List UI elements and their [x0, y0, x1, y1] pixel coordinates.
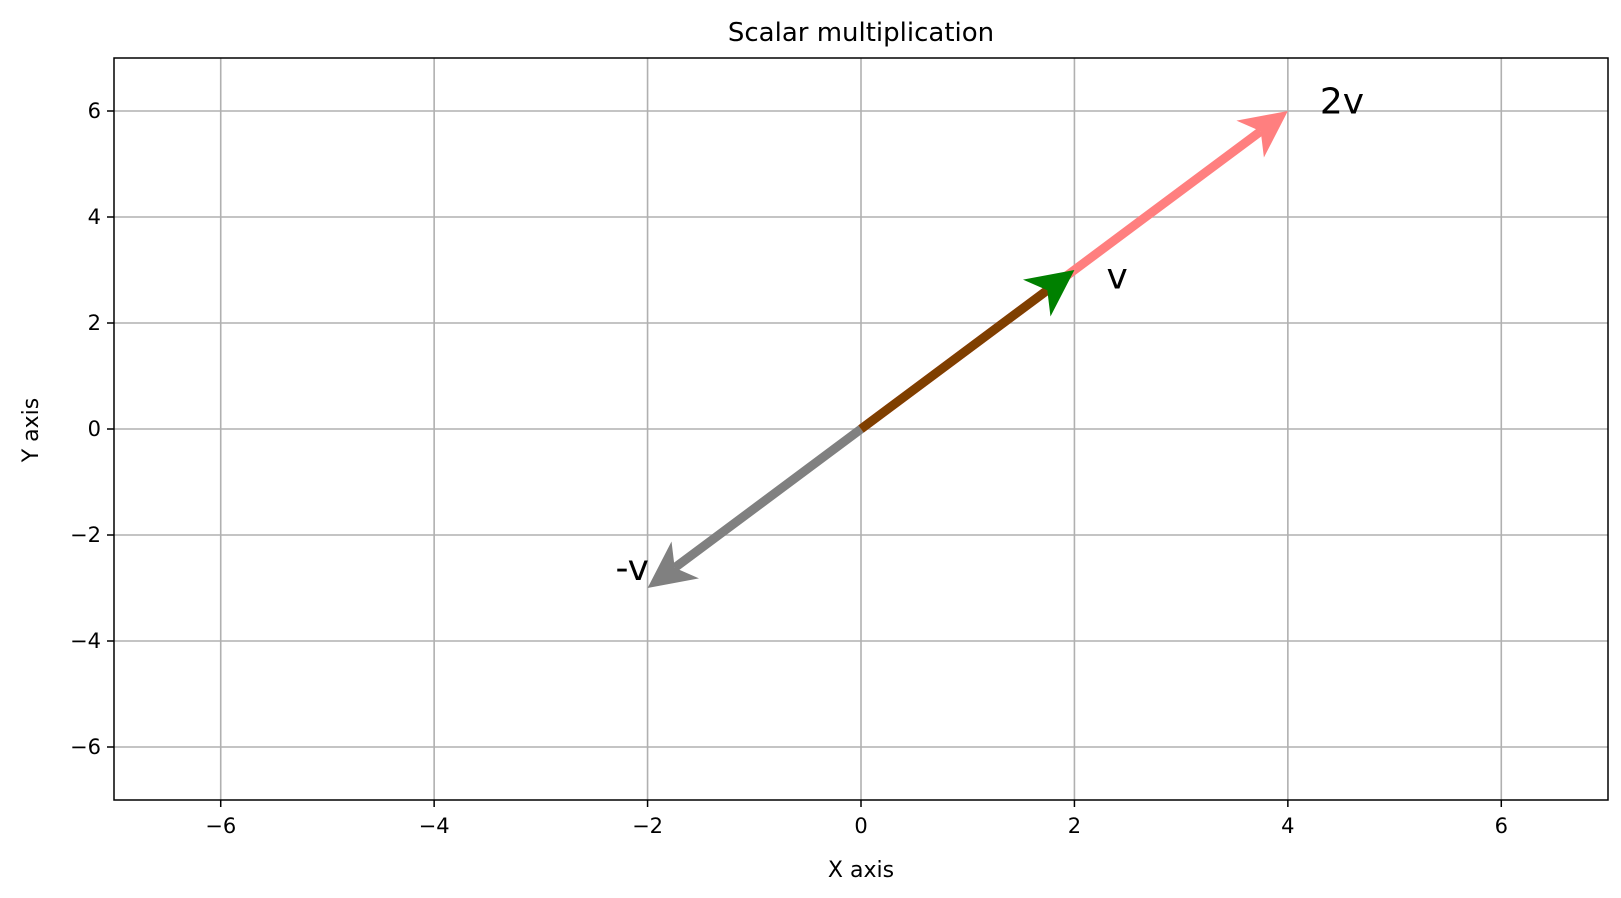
vector-v-arrowhead [1022, 270, 1075, 317]
vector-v-label: -v [616, 548, 649, 589]
y-tick-label: 4 [88, 205, 101, 229]
vector-v-label: v [1106, 256, 1127, 297]
x-tick-label: 6 [1495, 814, 1508, 838]
x-axis-label: X axis [828, 858, 894, 883]
vector-v-shaft [672, 425, 864, 572]
x-tick-label: 4 [1281, 814, 1294, 838]
y-tick-label: 6 [88, 99, 101, 123]
y-tick-label: −2 [70, 523, 101, 547]
x-tick-label: −2 [632, 814, 663, 838]
x-tick-label: −6 [205, 814, 236, 838]
vector-v-arrowhead [647, 541, 700, 588]
x-tick-label: 2 [1068, 814, 1081, 838]
vector-v-shaft [858, 286, 1050, 433]
x-tick-label: −4 [419, 814, 450, 838]
vectors: 2v -v v [616, 81, 1365, 588]
chart-title: Scalar multiplication [728, 18, 994, 48]
y-tick-label: 0 [88, 417, 101, 441]
y-tick-label: 2 [88, 311, 101, 335]
grid [114, 58, 1608, 800]
vector-2v-arrowhead [1236, 111, 1288, 158]
vector-2v-label: 2v [1320, 81, 1364, 122]
y-tick-label: −6 [70, 735, 101, 759]
y-tick-label: −4 [70, 629, 101, 653]
y-axis-label: Y axis [19, 398, 44, 464]
x-tick-label: 0 [854, 814, 867, 838]
ticks: −6 −4 −2 0 2 4 6 −6 −4 −2 0 2 4 6 [70, 99, 1508, 838]
